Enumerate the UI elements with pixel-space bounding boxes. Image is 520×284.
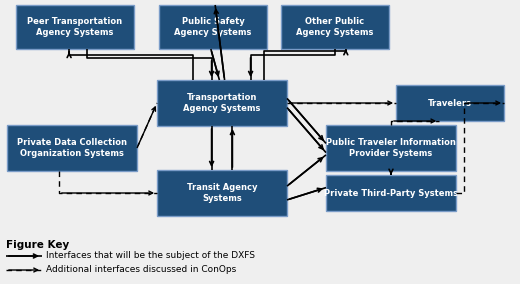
Text: Transit Agency
Systems: Transit Agency Systems <box>187 183 257 203</box>
FancyBboxPatch shape <box>157 170 287 216</box>
FancyBboxPatch shape <box>326 175 456 211</box>
Text: Interfaces that will be the subject of the DXFS: Interfaces that will be the subject of t… <box>46 252 255 260</box>
FancyBboxPatch shape <box>281 5 389 49</box>
FancyBboxPatch shape <box>16 5 134 49</box>
Text: Private Third-Party Systems: Private Third-Party Systems <box>324 189 458 197</box>
Text: Transportation
Agency Systems: Transportation Agency Systems <box>184 93 261 113</box>
Text: Additional interfaces discussed in ConOps: Additional interfaces discussed in ConOp… <box>46 266 236 275</box>
Text: Figure Key: Figure Key <box>6 240 69 250</box>
Text: Peer Transportation
Agency Systems: Peer Transportation Agency Systems <box>28 17 123 37</box>
FancyBboxPatch shape <box>396 85 504 121</box>
Text: Other Public
Agency Systems: Other Public Agency Systems <box>296 17 374 37</box>
FancyBboxPatch shape <box>326 125 456 171</box>
Text: Public Traveler Information
Provider Systems: Public Traveler Information Provider Sys… <box>326 138 456 158</box>
Text: Public Safety
Agency Systems: Public Safety Agency Systems <box>174 17 252 37</box>
FancyBboxPatch shape <box>159 5 267 49</box>
Text: Private Data Collection
Organization Systems: Private Data Collection Organization Sys… <box>17 138 127 158</box>
FancyBboxPatch shape <box>7 125 137 171</box>
Text: Travelers: Travelers <box>428 99 472 108</box>
FancyBboxPatch shape <box>157 80 287 126</box>
